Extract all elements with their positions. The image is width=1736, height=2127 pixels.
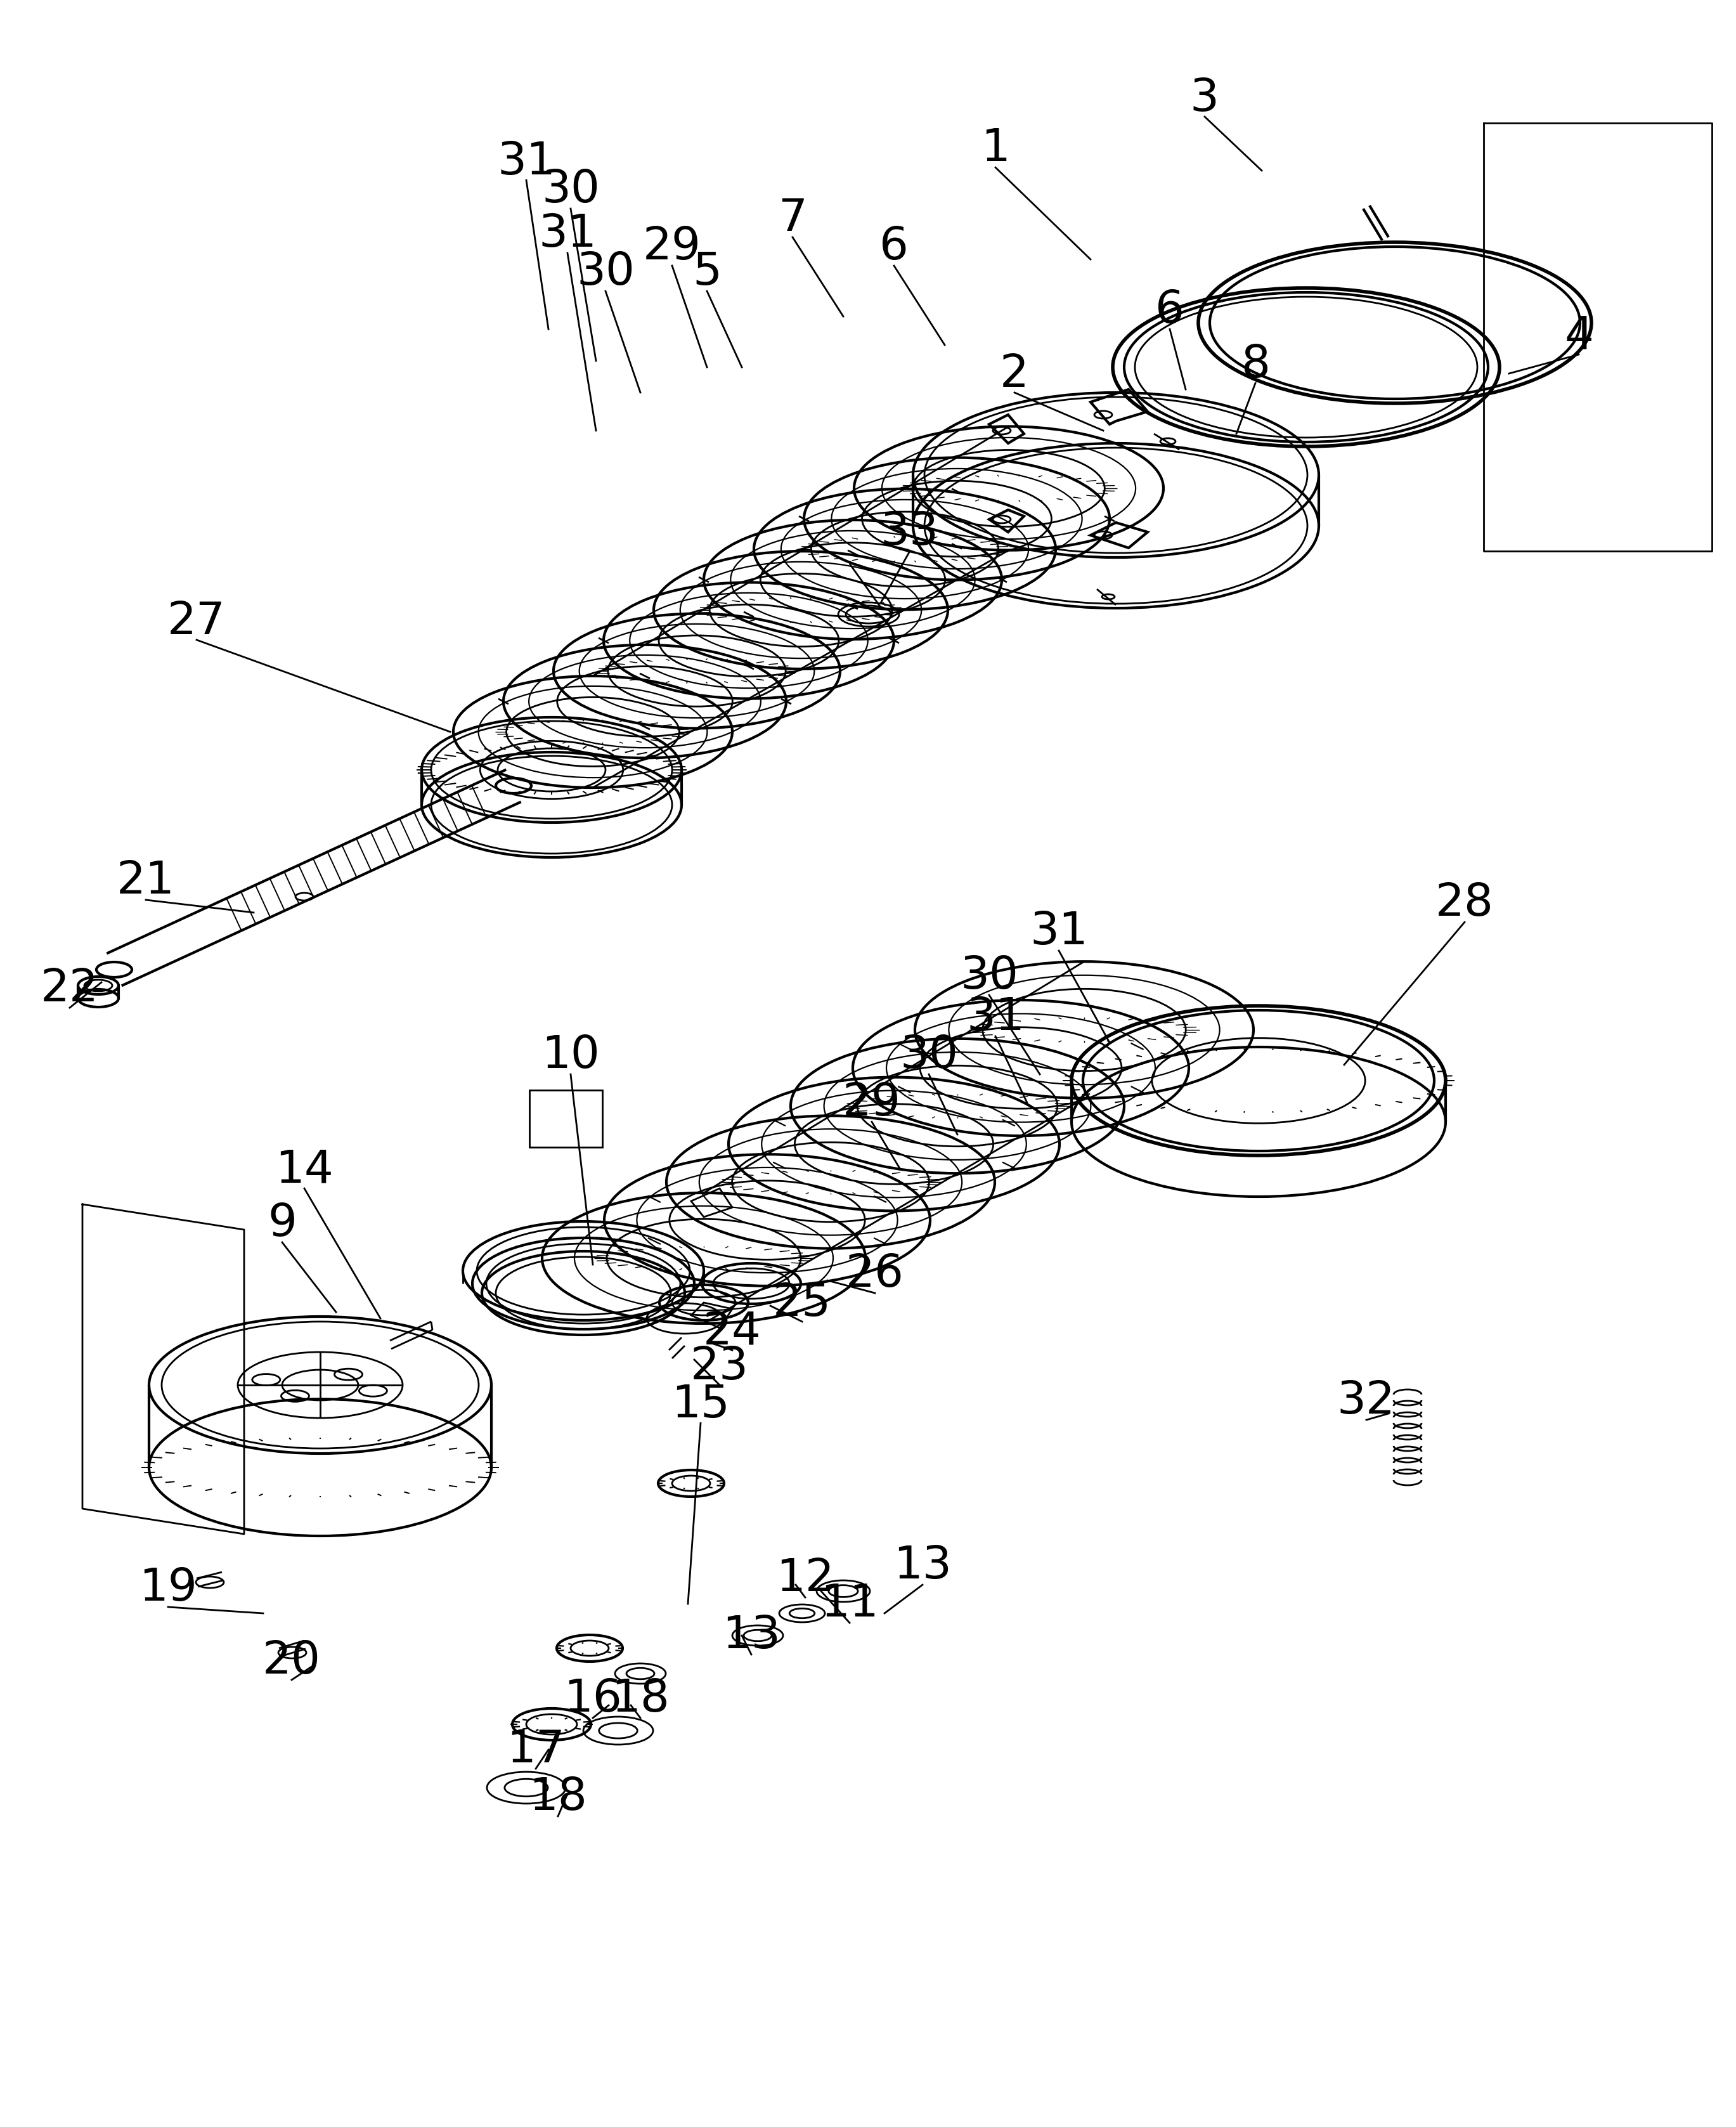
Text: 6: 6 xyxy=(880,225,908,270)
Text: 20: 20 xyxy=(262,1640,321,1682)
Text: 7: 7 xyxy=(778,198,807,240)
Text: 30: 30 xyxy=(899,1034,958,1078)
Text: 30: 30 xyxy=(576,251,635,294)
Text: 14: 14 xyxy=(276,1149,333,1191)
Text: 18: 18 xyxy=(529,1776,587,1819)
Text: 16: 16 xyxy=(564,1678,621,1721)
Polygon shape xyxy=(1090,523,1147,549)
Polygon shape xyxy=(691,1189,733,1217)
Text: 30: 30 xyxy=(542,168,599,213)
Text: 9: 9 xyxy=(267,1202,297,1246)
Text: 31: 31 xyxy=(496,140,556,183)
Text: 21: 21 xyxy=(116,859,175,904)
Bar xyxy=(529,1091,602,1146)
Text: 1: 1 xyxy=(981,128,1010,170)
Text: 13: 13 xyxy=(894,1544,951,1587)
Text: 30: 30 xyxy=(960,955,1019,998)
Polygon shape xyxy=(990,510,1024,532)
Text: 27: 27 xyxy=(167,600,226,642)
Text: 19: 19 xyxy=(139,1565,198,1610)
Text: 3: 3 xyxy=(1191,77,1219,119)
Text: 15: 15 xyxy=(672,1383,729,1425)
Text: 17: 17 xyxy=(507,1727,564,1772)
Text: 10: 10 xyxy=(542,1034,599,1078)
Text: 13: 13 xyxy=(722,1614,781,1657)
Text: 4: 4 xyxy=(1564,315,1594,357)
Text: 31: 31 xyxy=(538,213,597,257)
Text: 22: 22 xyxy=(40,968,99,1010)
Text: 12: 12 xyxy=(776,1557,835,1600)
Text: 2: 2 xyxy=(1000,353,1029,396)
Text: 23: 23 xyxy=(691,1344,748,1389)
Text: 5: 5 xyxy=(693,251,722,294)
Text: 8: 8 xyxy=(1241,342,1271,387)
Text: 29: 29 xyxy=(642,225,701,270)
Text: 31: 31 xyxy=(967,995,1024,1040)
Text: 6: 6 xyxy=(1154,289,1184,332)
Text: 32: 32 xyxy=(1337,1378,1396,1423)
Text: 29: 29 xyxy=(842,1081,901,1125)
Polygon shape xyxy=(691,1304,733,1327)
Text: 11: 11 xyxy=(821,1582,878,1625)
Text: 31: 31 xyxy=(1029,910,1088,953)
Text: 33: 33 xyxy=(880,510,939,555)
Text: 24: 24 xyxy=(703,1310,762,1353)
Text: 25: 25 xyxy=(773,1280,832,1325)
Text: 26: 26 xyxy=(845,1253,904,1295)
Polygon shape xyxy=(990,415,1024,445)
Polygon shape xyxy=(1090,389,1147,425)
Text: 18: 18 xyxy=(611,1678,670,1721)
Text: 28: 28 xyxy=(1436,881,1493,925)
